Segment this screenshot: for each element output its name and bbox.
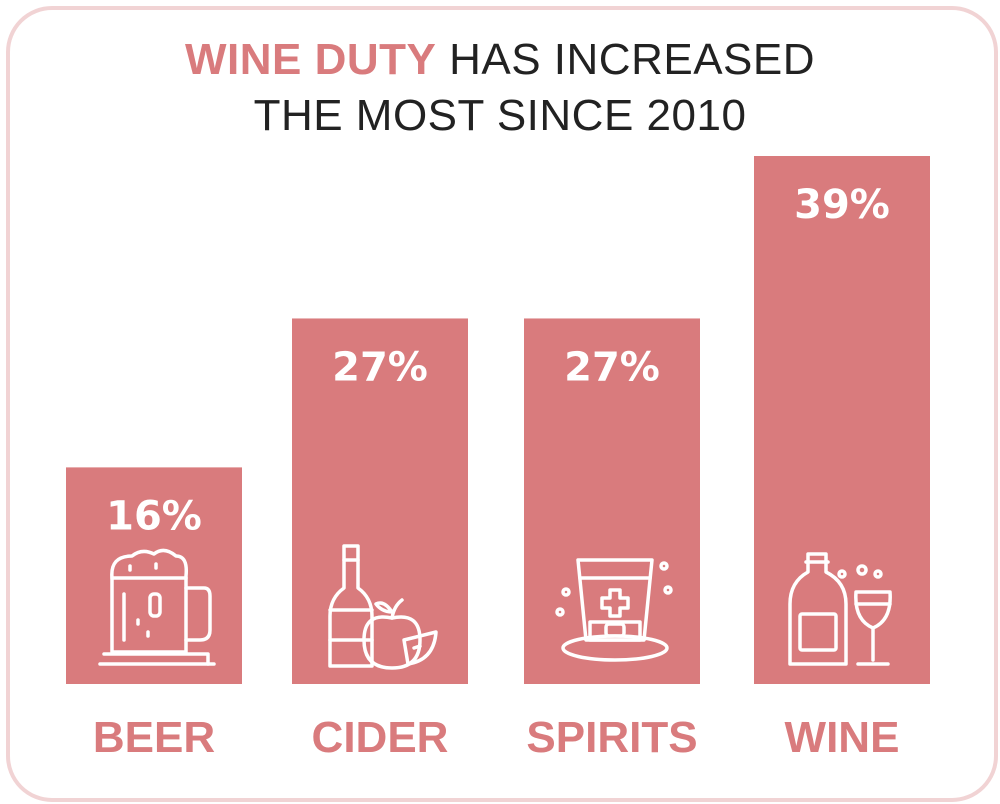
spirits-glass-icon	[555, 558, 673, 662]
value-label-wine: 39%	[794, 182, 890, 228]
cider-bottle-apple-icon	[328, 544, 438, 670]
value-label-beer: 16%	[106, 493, 202, 539]
category-label-beer: BEER	[93, 713, 215, 762]
value-label-spirits: 27%	[564, 344, 660, 390]
bar-group-cider: 27%	[292, 318, 468, 684]
title-line1-rest: HAS INCREASED	[436, 35, 816, 84]
bar-group-wine: 39%	[754, 156, 930, 684]
title-highlight: WINE DUTY	[184, 35, 437, 84]
chart-title: WINE DUTY HAS INCREASED THE MOST SINCE 2…	[0, 32, 1000, 144]
wine-bottle-glass-icon	[788, 552, 892, 666]
bar-group-spirits: 27%	[524, 318, 700, 684]
category-label-wine: WINE	[785, 713, 900, 762]
title-line2: THE MOST SINCE 2010	[253, 91, 747, 140]
category-label-cider: CIDER	[312, 713, 449, 762]
beer-mug-icon	[98, 548, 216, 666]
category-label-spirits: SPIRITS	[526, 713, 697, 762]
bar-cider	[292, 318, 468, 684]
value-label-cider: 27%	[332, 344, 428, 390]
bar-beer	[66, 467, 242, 684]
bar-group-beer: 16%	[66, 467, 242, 684]
bar-wine	[754, 156, 930, 684]
